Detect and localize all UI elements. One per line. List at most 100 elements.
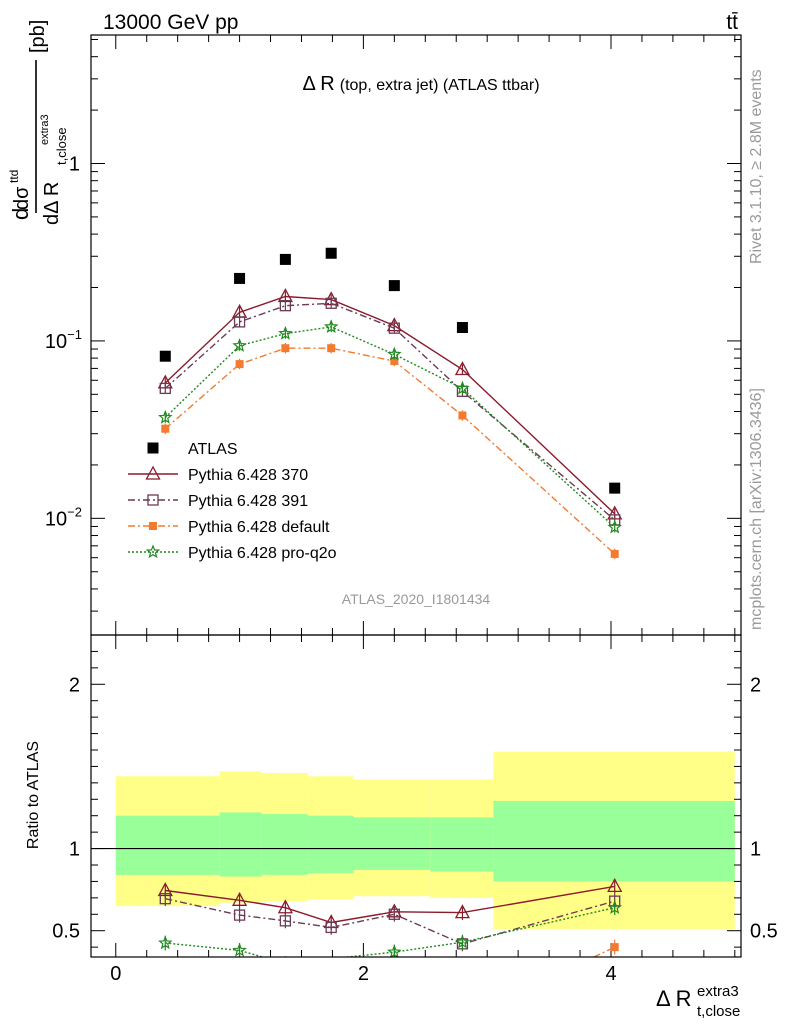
xlabel: Δ R (656, 986, 691, 1011)
legend: ATLAS Pythia 6.428 370 Pythia 6.428 391 Pyt… (128, 441, 337, 562)
ylabel-den: dΔ R (41, 182, 63, 225)
ratio-point (607, 900, 622, 914)
green-band (493, 800, 735, 882)
data-point (325, 297, 337, 309)
ratio-ylabel: Ratio to ATLAS (25, 741, 42, 849)
data-point (161, 424, 170, 433)
ratio-series-line (592, 946, 616, 957)
main-title-sub: (top, extra jet) (ATLAS ttbar) (340, 77, 540, 94)
green-band (219, 812, 262, 877)
series-1 (157, 288, 623, 520)
y-tick-label: 1 (69, 153, 80, 175)
series-2 (159, 297, 621, 526)
legend-marker (147, 442, 159, 454)
x-tick-label: 4 (605, 963, 616, 985)
data-point (387, 346, 402, 361)
ylabel-den-sup: extra3 (39, 114, 51, 145)
ratio-frame (90, 634, 742, 958)
legend-label: ATLAS (188, 441, 238, 458)
y-tick-label-base: 10 (45, 331, 67, 353)
legend-label: Pythia 6.428 391 (188, 493, 308, 510)
data-point (325, 247, 337, 259)
green-band (430, 817, 494, 872)
ratio-point (232, 942, 247, 957)
series-line (164, 302, 616, 521)
data-point (455, 380, 470, 395)
series-3 (161, 342, 619, 560)
data-point (232, 338, 247, 352)
legend-label: Pythia 6.428 pro-q2o (188, 545, 337, 562)
ratio-point (325, 921, 337, 934)
data-point (279, 300, 292, 312)
data-point (388, 280, 400, 292)
green-band (353, 817, 431, 870)
ratio-point (284, 955, 286, 957)
ratio-y-tick-label-left: 1 (69, 839, 80, 861)
rivet-label: Rivet 3.1.10, ≥ 2.8M events (748, 69, 765, 264)
ratio-point (610, 943, 619, 952)
ratio-point (455, 934, 470, 949)
ratio-point (159, 893, 171, 905)
data-point (610, 549, 619, 558)
legend-marker (149, 522, 157, 530)
y-tick-label-base: 10 (45, 508, 67, 530)
ratio-point (607, 877, 623, 893)
mcplots-label: mcplots.cern.ch [arXiv:1306.3436] (748, 388, 765, 630)
ratio-point (279, 915, 292, 927)
y-tick-label: 10−1 (45, 327, 82, 353)
legend-marker (145, 544, 161, 559)
main-title-main: Δ R (302, 73, 334, 95)
legend-marker (145, 465, 161, 480)
ratio-point (233, 909, 246, 921)
legend-marker (147, 494, 159, 506)
xlabel-sub: t,close (697, 1003, 740, 1020)
ylabel-sigma: dσ (11, 186, 33, 210)
data-point (279, 253, 291, 265)
green-band (307, 815, 354, 874)
data-point (233, 316, 246, 328)
ratio-y-tick-label-left: 0.5 (52, 921, 80, 943)
data-point (235, 360, 244, 369)
series-0 (159, 247, 621, 494)
ratio-point (454, 904, 471, 919)
data-point (234, 272, 246, 284)
ratio-point (277, 899, 293, 914)
data-point (607, 519, 622, 534)
header-right: tt̄ (726, 11, 738, 34)
ratio-point (231, 891, 248, 906)
ylabel-den-sub: t,close (54, 127, 69, 165)
data-point (458, 411, 467, 420)
data-point (278, 325, 293, 340)
ratio-point (387, 944, 402, 957)
data-point (281, 344, 290, 353)
ratio-point (388, 908, 400, 920)
legend-label: Pythia 6.428 default (188, 519, 330, 536)
ratio-y-tick-label-right: 0.5 (750, 921, 778, 943)
ratio-uncertainty-bands (115, 751, 735, 930)
data-point (456, 322, 468, 334)
data-point (327, 344, 336, 353)
ratio-y-tick-label-right: 1 (750, 839, 761, 861)
ratio-axis-ticks: 0.5 0.5 1 1 2 2 0 2 4 (52, 635, 778, 985)
data-point (159, 350, 171, 362)
xlabel-main: Δ R (656, 986, 691, 1011)
data-point (390, 357, 399, 366)
ylabel-sigma-sup: ttd (7, 170, 21, 183)
data-point (159, 382, 171, 395)
ratio-y-tick-label-right: 2 (750, 674, 761, 696)
series-4 (158, 319, 622, 534)
y-tick-label: 10−2 (45, 504, 82, 530)
main-ylabel: d dσ ttd dΔ R t,close extra3 [pb] (7, 20, 69, 225)
data-point (323, 319, 339, 334)
data-point (454, 361, 471, 376)
watermark: ATLAS_2020_I1801434 (342, 591, 491, 607)
y-tick-label-exp: −1 (67, 327, 82, 342)
ylabel-d: d (8, 208, 33, 220)
ratio-series-layer (157, 877, 623, 957)
green-band (261, 814, 308, 875)
header-left: 13000 GeV pp (103, 11, 238, 34)
ratio-y-tick-label-left: 2 (69, 674, 80, 696)
main-axis-ticks: 110−110−2 (45, 35, 741, 635)
ratio-series-2 (579, 939, 619, 957)
